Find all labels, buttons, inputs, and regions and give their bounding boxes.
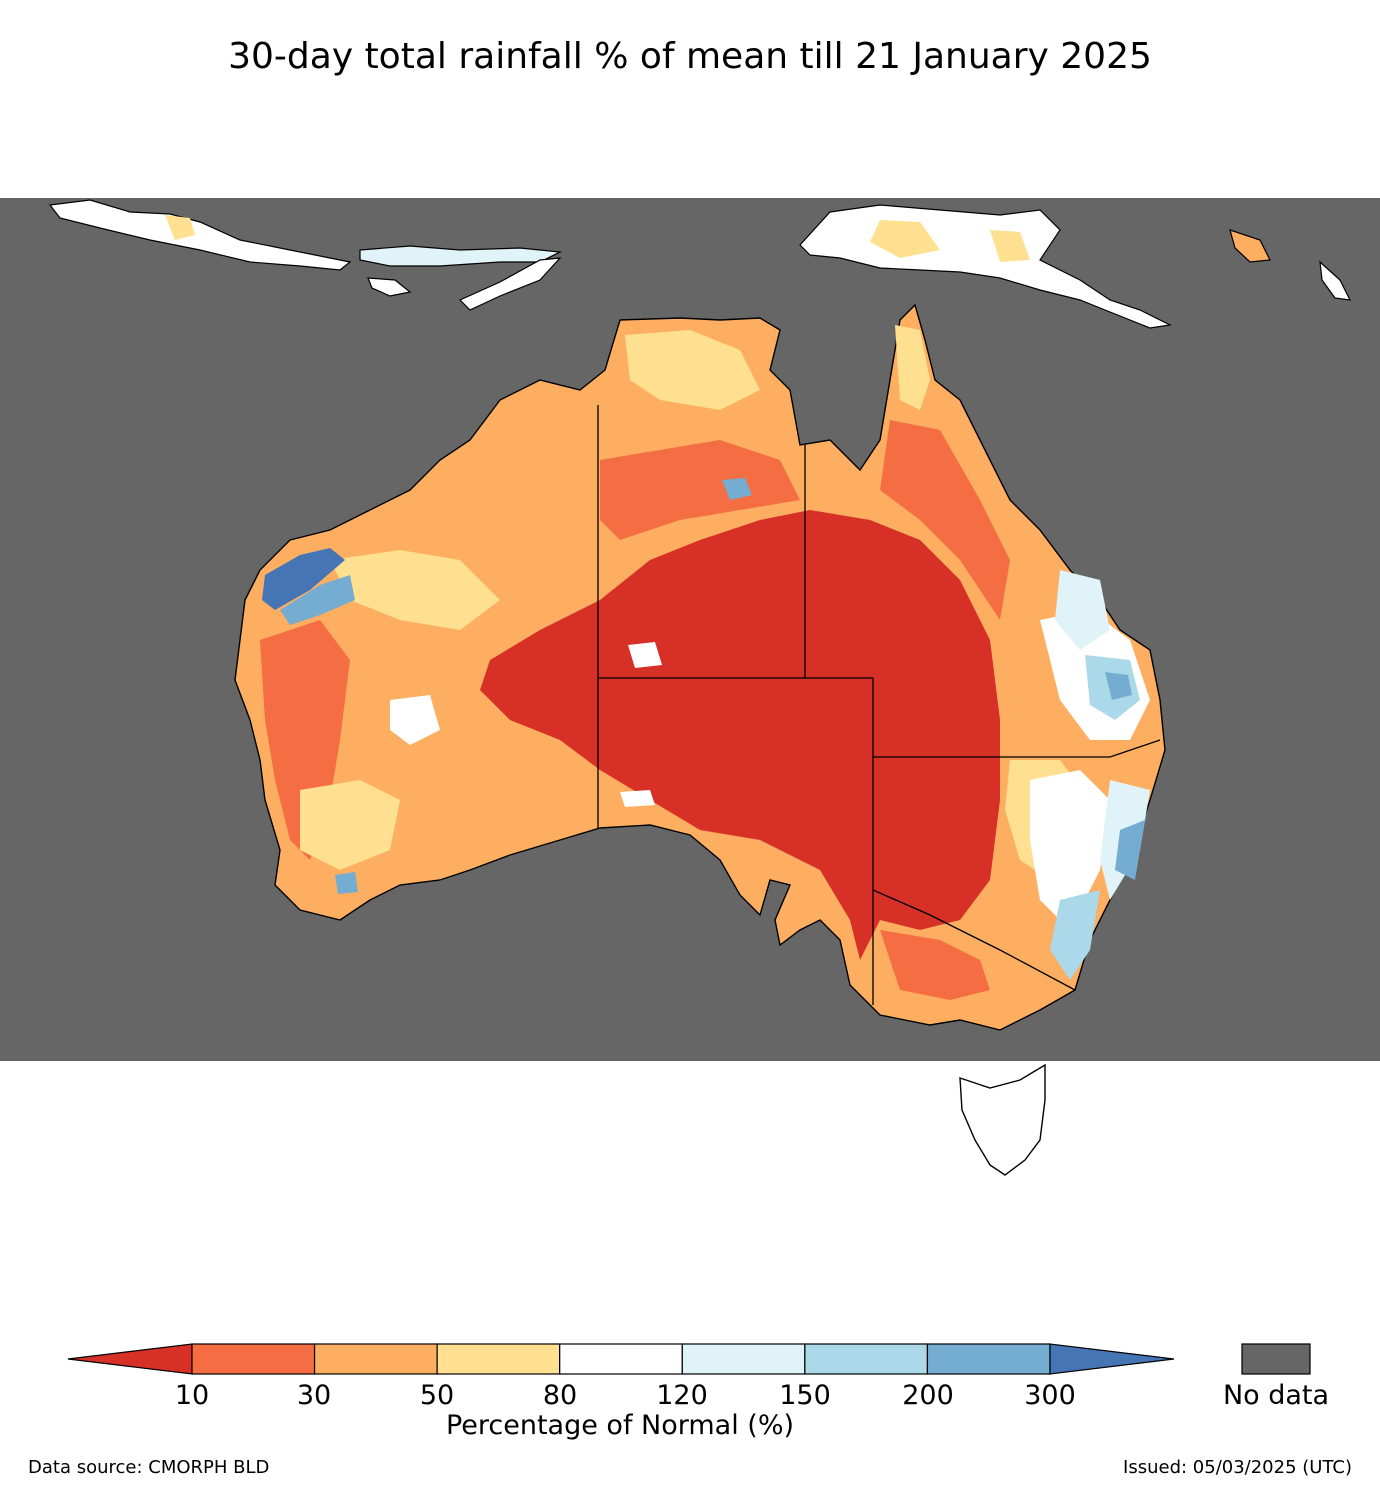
colorbar-bin	[559, 1343, 683, 1375]
zone-50-80-cape-york	[895, 325, 930, 410]
no-data-label: No data	[1222, 1380, 1330, 1411]
zone-50-80-pilbara	[330, 550, 500, 630]
zone-150-200-nsw	[1050, 890, 1100, 980]
nsw-vic-border	[872, 889, 1076, 991]
java-island-detail	[165, 215, 195, 240]
zone-below-10	[480, 510, 1000, 960]
sumba-island	[367, 277, 412, 297]
zone-200-300-qld	[1105, 672, 1132, 700]
zone-200-300-nt	[722, 478, 752, 500]
colorbar-bin	[436, 1343, 561, 1375]
zone-200-300-wa-coast	[280, 575, 355, 625]
colorbar-bin	[681, 1343, 806, 1375]
colorbar-bin	[804, 1343, 929, 1375]
colorbar-tick-label: 10	[174, 1380, 210, 1411]
colorbar-bin	[926, 1343, 1051, 1375]
australia-mainland	[234, 303, 1166, 1031]
qld-nsw-border	[873, 739, 1161, 758]
state-borders	[597, 405, 1161, 1005]
colorbar-bin	[191, 1343, 316, 1375]
data-source: Data source: CMORPH BLD	[28, 1457, 270, 1478]
colorbar-high-extension	[1049, 1343, 1175, 1375]
colorbar-tick-label: 200	[902, 1380, 954, 1411]
colorbar-tick-label: 50	[419, 1380, 455, 1411]
papua-island-detail	[870, 220, 1030, 262]
colorbar-bin	[313, 1343, 438, 1375]
zone-200-300-nsw	[1115, 820, 1145, 880]
zone-50-80-top-end	[625, 330, 760, 410]
zone-10-30-qld	[880, 420, 1010, 620]
no-data-swatch	[1241, 1343, 1311, 1375]
new-britain-island	[1229, 229, 1271, 263]
colorbar-low-extension	[67, 1343, 193, 1375]
zone-80-120-sa-spot	[620, 790, 655, 807]
zone-50-80-swwa	[300, 780, 400, 870]
timor-island	[458, 257, 562, 311]
colorbar-tick-label: 300	[1024, 1380, 1076, 1411]
java-island	[48, 199, 352, 271]
zone-80-120-east	[1030, 770, 1110, 930]
zone-80-120-gascoyne	[390, 695, 440, 745]
zone-120-150-qld	[1055, 570, 1110, 650]
colorbar	[67, 1343, 1311, 1375]
colorbar-bins	[191, 1343, 1051, 1375]
tasmania	[959, 1063, 1046, 1176]
bougainville-island	[1319, 260, 1352, 301]
issued-date: Issued: 05/03/2025 (UTC)	[1123, 1457, 1352, 1478]
colorbar-tick-label: 120	[656, 1380, 708, 1411]
zone-10-30-north	[600, 440, 800, 540]
colorbar-tick-label: 80	[542, 1380, 578, 1411]
zone-over-300-wa-coast	[262, 548, 345, 610]
northern-islands	[48, 199, 1352, 329]
map-title: 30-day total rainfall % of mean till 21 …	[228, 36, 1152, 77]
zone-200-300-swwa	[335, 872, 358, 894]
zone-80-120-nt-spot	[628, 642, 662, 668]
colorbar-label: Percentage of Normal (%)	[445, 1410, 795, 1441]
zone-10-30-vic	[880, 930, 990, 1000]
colorbar-tick-label: 150	[779, 1380, 831, 1411]
colorbar-tick-label: 30	[296, 1380, 332, 1411]
